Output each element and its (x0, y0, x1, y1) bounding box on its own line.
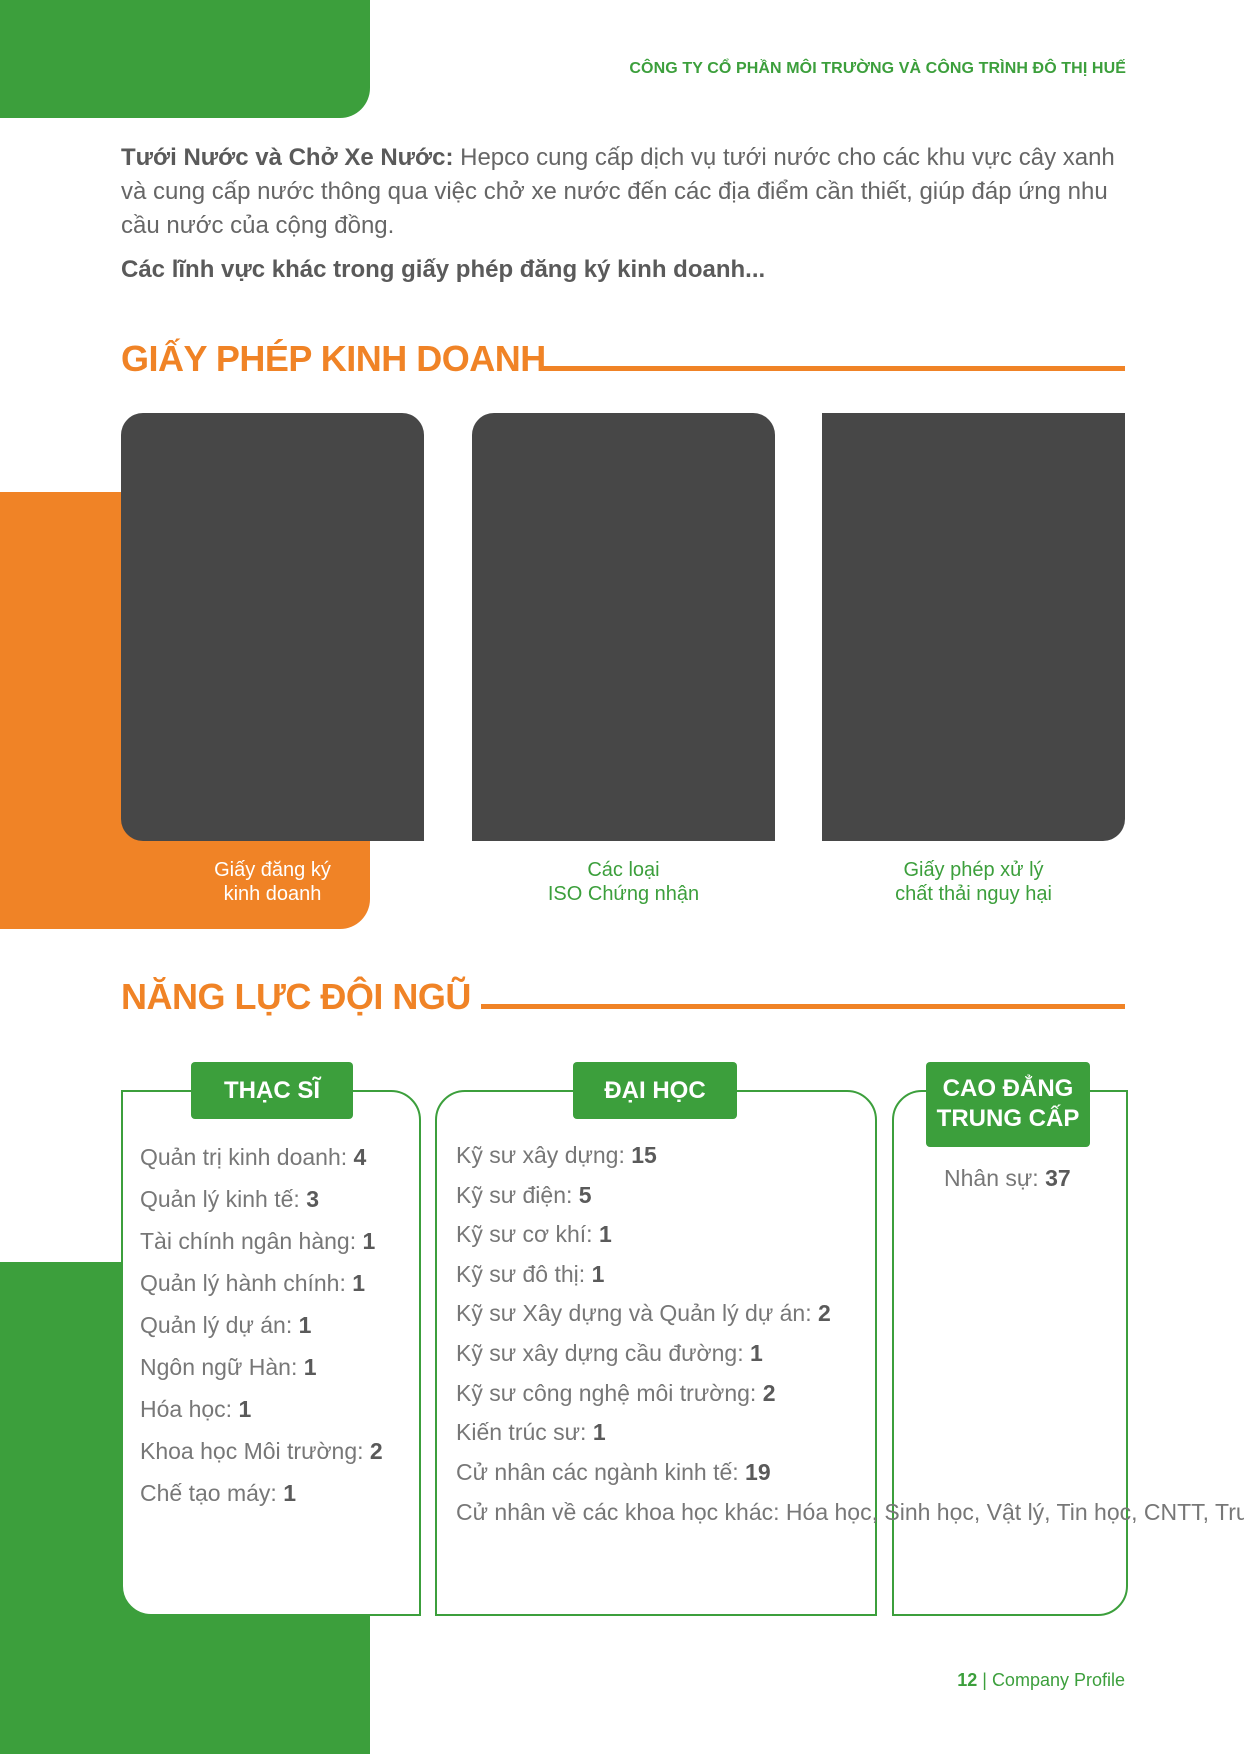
page-footer: 12 | Company Profile (957, 1670, 1125, 1691)
company-name: CÔNG TY CỔ PHẦN MÔI TRƯỜNG VÀ CÔNG TRÌNH… (629, 60, 1126, 77)
iso-certificate-image (472, 413, 775, 841)
list-item: Quản lý dự án: 1 (140, 1312, 312, 1338)
college-heading: CAO ĐẲNG TRUNG CẤP (926, 1062, 1090, 1147)
list-item: Nhân sự: 37 (944, 1165, 1071, 1191)
list-item: Quản lý hành chính: 1 (140, 1270, 366, 1296)
college-list: Nhân sự: 37 (944, 1160, 1071, 1196)
list-item: Kiến trúc sư: 1 (456, 1419, 606, 1446)
caption-line: ISO Chứng nhận (547, 883, 700, 905)
list-item: Kỹ sư cơ khí: 1 (456, 1221, 612, 1248)
list-item: Kỹ sư xây dựng: 15 (456, 1142, 657, 1168)
list-item: Kỹ sư xây dựng cầu đường: 1 (456, 1339, 763, 1366)
caption-line: kinh doanh (223, 883, 322, 905)
intro-section: Tưới Nước và Chở Xe Nước: Hepco cung cấp… (121, 141, 1125, 287)
other-fields-text: Các lĩnh vực khác trong giấy phép đăng k… (121, 256, 766, 283)
service-paragraph: Tưới Nước và Chở Xe Nước: Hepco cung cấp… (121, 141, 1125, 243)
college-heading-line: TRUNG CẤP (936, 1105, 1080, 1132)
footer-separator: | (977, 1670, 992, 1690)
caption-line: Các loại (587, 859, 660, 881)
list-item: Quản lý kinh tế: 3 (140, 1186, 319, 1212)
masters-heading: THẠC SĨ (191, 1062, 353, 1119)
caption-line: Giấy phép xử lý (903, 859, 1044, 881)
list-item: Kỹ sư đô thị: 1 (456, 1260, 605, 1287)
license-caption: Các loại ISO Chứng nhận (472, 858, 775, 906)
license-caption: Giấy đăng ký kinh doanh (121, 858, 424, 906)
list-item: Kỹ sư điện: 5 (456, 1181, 592, 1208)
service-label: Tưới Nước và Chở Xe Nước: (121, 144, 454, 171)
team-title-underline (481, 1004, 1125, 1009)
university-heading: ĐẠI HỌC (573, 1062, 737, 1119)
masters-list: Quản trị kinh doanh: 4 Quản lý kinh tế: … (140, 1136, 383, 1514)
list-item: Kỹ sư Xây dựng và Quản lý dự án: 2 (456, 1300, 831, 1327)
list-item: Quản trị kinh doanh: 4 (140, 1144, 367, 1170)
license-caption: Giấy phép xử lý chất thải nguy hại (822, 858, 1125, 906)
service-text: Hepco cung cấp dịch vụ tưới nước cho các… (121, 144, 1115, 239)
list-item: Cử nhân các ngành kinh tế: 19 (456, 1458, 771, 1485)
licenses-title: GIẤY PHÉP KINH DOANH (121, 338, 546, 379)
list-item: Tài chính ngân hàng: 1 (140, 1228, 376, 1254)
list-item: Chế tạo máy: 1 (140, 1480, 296, 1506)
team-title: NĂNG LỰC ĐỘI NGŨ (121, 976, 471, 1017)
college-box (892, 1090, 1128, 1616)
header-green-block (0, 0, 370, 118)
university-list: Kỹ sư xây dựng: 15 Kỹ sư điện: 5 Kỹ sư c… (456, 1136, 1244, 1529)
footer-label: Company Profile (991, 1670, 1125, 1690)
licenses-title-underline (543, 366, 1125, 371)
list-item: Cử nhân về các khoa học khác: Hóa học, S… (456, 1499, 1244, 1526)
list-item: Kỹ sư công nghệ môi trường: 2 (456, 1379, 776, 1406)
university-box (435, 1090, 877, 1616)
list-item: Ngôn ngữ Hàn: 1 (140, 1354, 317, 1380)
college-heading-line: CAO ĐẲNG (942, 1075, 1074, 1102)
caption-line: Giấy đăng ký (214, 859, 331, 881)
hazardous-waste-permit-image (822, 413, 1125, 841)
page-number: 12 (957, 1670, 978, 1690)
business-registration-image (121, 413, 424, 841)
masters-box (121, 1090, 421, 1616)
list-item: Hóa học: 1 (140, 1396, 252, 1422)
caption-line: chất thải nguy hại (895, 883, 1052, 905)
list-item: Khoa học Môi trường: 2 (140, 1438, 383, 1464)
